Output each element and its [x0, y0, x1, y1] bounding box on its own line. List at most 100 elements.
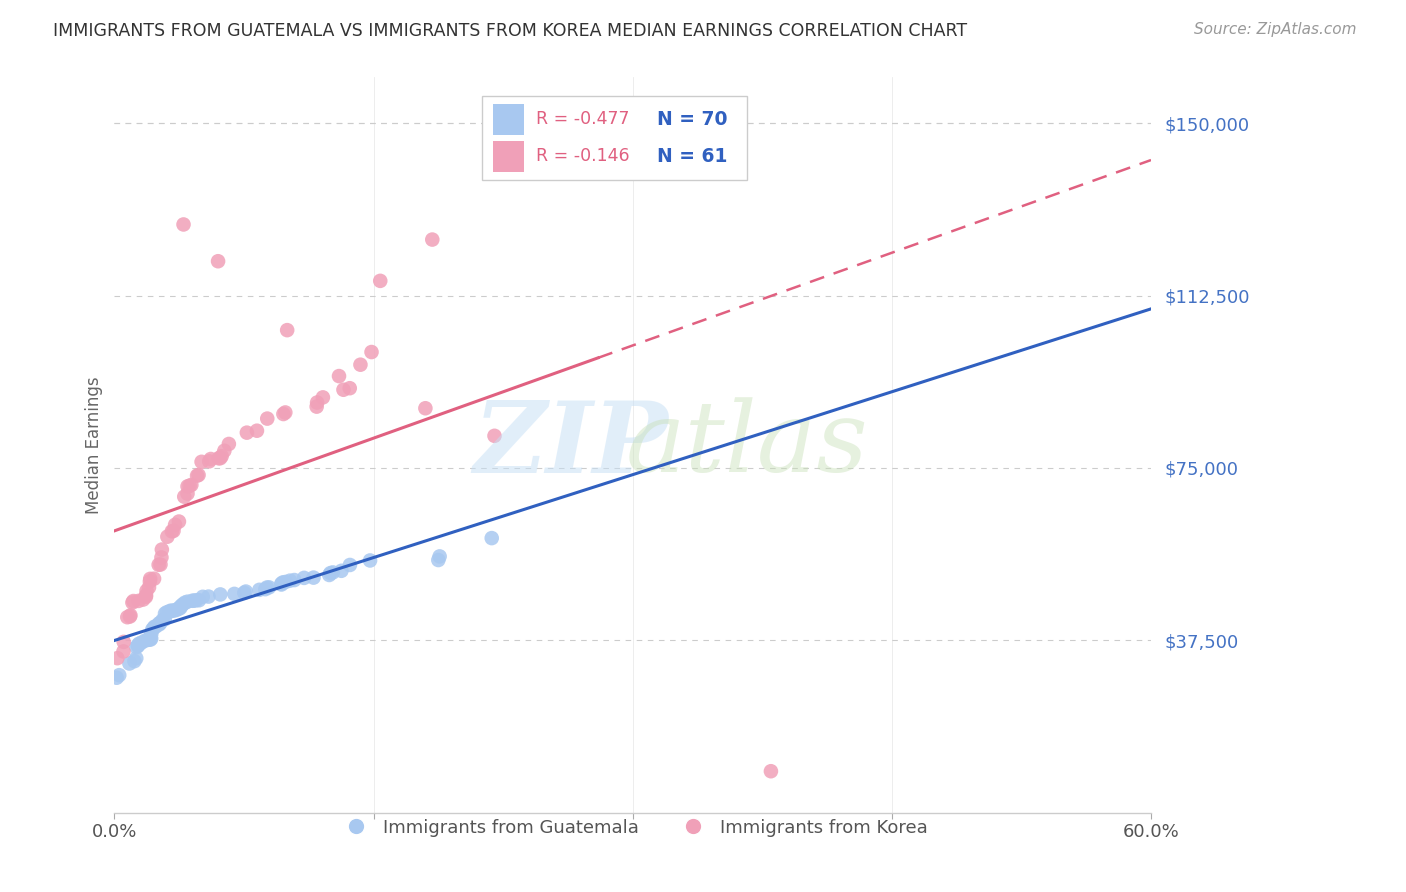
Point [484, 429, 506, 443]
Point [186, 593, 208, 607]
Point [120, 608, 142, 623]
Point [135, 590, 157, 604]
Point [145, 619, 167, 633]
FancyBboxPatch shape [482, 95, 747, 180]
Point [148, 616, 170, 631]
Point [759, 764, 782, 779]
Point [131, 636, 153, 650]
Point [138, 580, 160, 594]
Point [143, 620, 166, 634]
Point [167, 601, 190, 615]
Y-axis label: Median Earnings: Median Earnings [86, 376, 103, 514]
Point [174, 596, 197, 610]
Point [339, 558, 361, 572]
Point [236, 425, 259, 440]
Point [257, 580, 280, 594]
Text: R = -0.477: R = -0.477 [536, 111, 630, 128]
Point [283, 573, 305, 587]
Point [159, 604, 181, 618]
Point [176, 486, 198, 500]
Legend: Immigrants from Guatemala, Immigrants from Korea: Immigrants from Guatemala, Immigrants fr… [330, 812, 935, 844]
Point [224, 587, 246, 601]
Point [318, 568, 340, 582]
Point [173, 218, 195, 232]
Point [349, 358, 371, 372]
Point [152, 613, 174, 627]
Point [271, 575, 294, 590]
Point [183, 593, 205, 607]
Point [415, 401, 437, 416]
Point [141, 627, 163, 641]
Point [156, 530, 179, 544]
Point [125, 640, 148, 655]
Point [209, 451, 232, 466]
Point [180, 478, 202, 492]
Point [165, 603, 187, 617]
Point [150, 550, 173, 565]
Point [162, 524, 184, 538]
Point [247, 582, 270, 597]
Text: ZIP: ZIP [472, 397, 668, 493]
Point [118, 657, 141, 671]
Point [190, 455, 212, 469]
Point [159, 605, 181, 619]
Point [176, 479, 198, 493]
Point [305, 400, 328, 414]
Point [170, 599, 193, 613]
Point [160, 604, 183, 618]
Point [108, 668, 131, 682]
Point [211, 449, 233, 463]
Point [427, 553, 450, 567]
Point [142, 621, 165, 635]
Point [173, 490, 195, 504]
Point [274, 574, 297, 589]
Point [141, 623, 163, 637]
Point [117, 610, 139, 624]
Point [214, 443, 236, 458]
Point [160, 524, 183, 539]
Point [209, 587, 232, 601]
Point [134, 633, 156, 648]
Text: N = 61: N = 61 [657, 146, 727, 166]
Text: N = 70: N = 70 [657, 110, 727, 128]
Text: atlas: atlas [626, 397, 868, 492]
Point [218, 437, 240, 451]
Point [187, 467, 209, 482]
Point [312, 391, 335, 405]
Point [322, 566, 344, 580]
Point [149, 558, 172, 572]
Point [128, 637, 150, 651]
Point [125, 651, 148, 665]
Point [124, 654, 146, 668]
Point [278, 574, 301, 588]
Point [149, 616, 172, 631]
Point [319, 566, 342, 581]
Point [105, 671, 128, 685]
Point [112, 635, 135, 649]
Point [254, 582, 277, 596]
Point [273, 407, 295, 421]
Point [169, 601, 191, 615]
Point [186, 468, 208, 483]
Point [136, 632, 159, 647]
Point [188, 593, 211, 607]
Point [270, 577, 292, 591]
Point [200, 452, 222, 467]
Point [246, 424, 269, 438]
Point [139, 632, 162, 647]
Point [141, 632, 163, 646]
Point [150, 542, 173, 557]
Point [148, 558, 170, 572]
Point [132, 592, 155, 607]
Point [139, 572, 162, 586]
Point [181, 593, 204, 607]
Point [197, 590, 219, 604]
Point [167, 602, 190, 616]
Point [339, 381, 361, 395]
Point [332, 383, 354, 397]
Point [359, 553, 381, 567]
Point [127, 638, 149, 652]
Point [256, 411, 278, 425]
Point [176, 595, 198, 609]
Point [235, 584, 257, 599]
